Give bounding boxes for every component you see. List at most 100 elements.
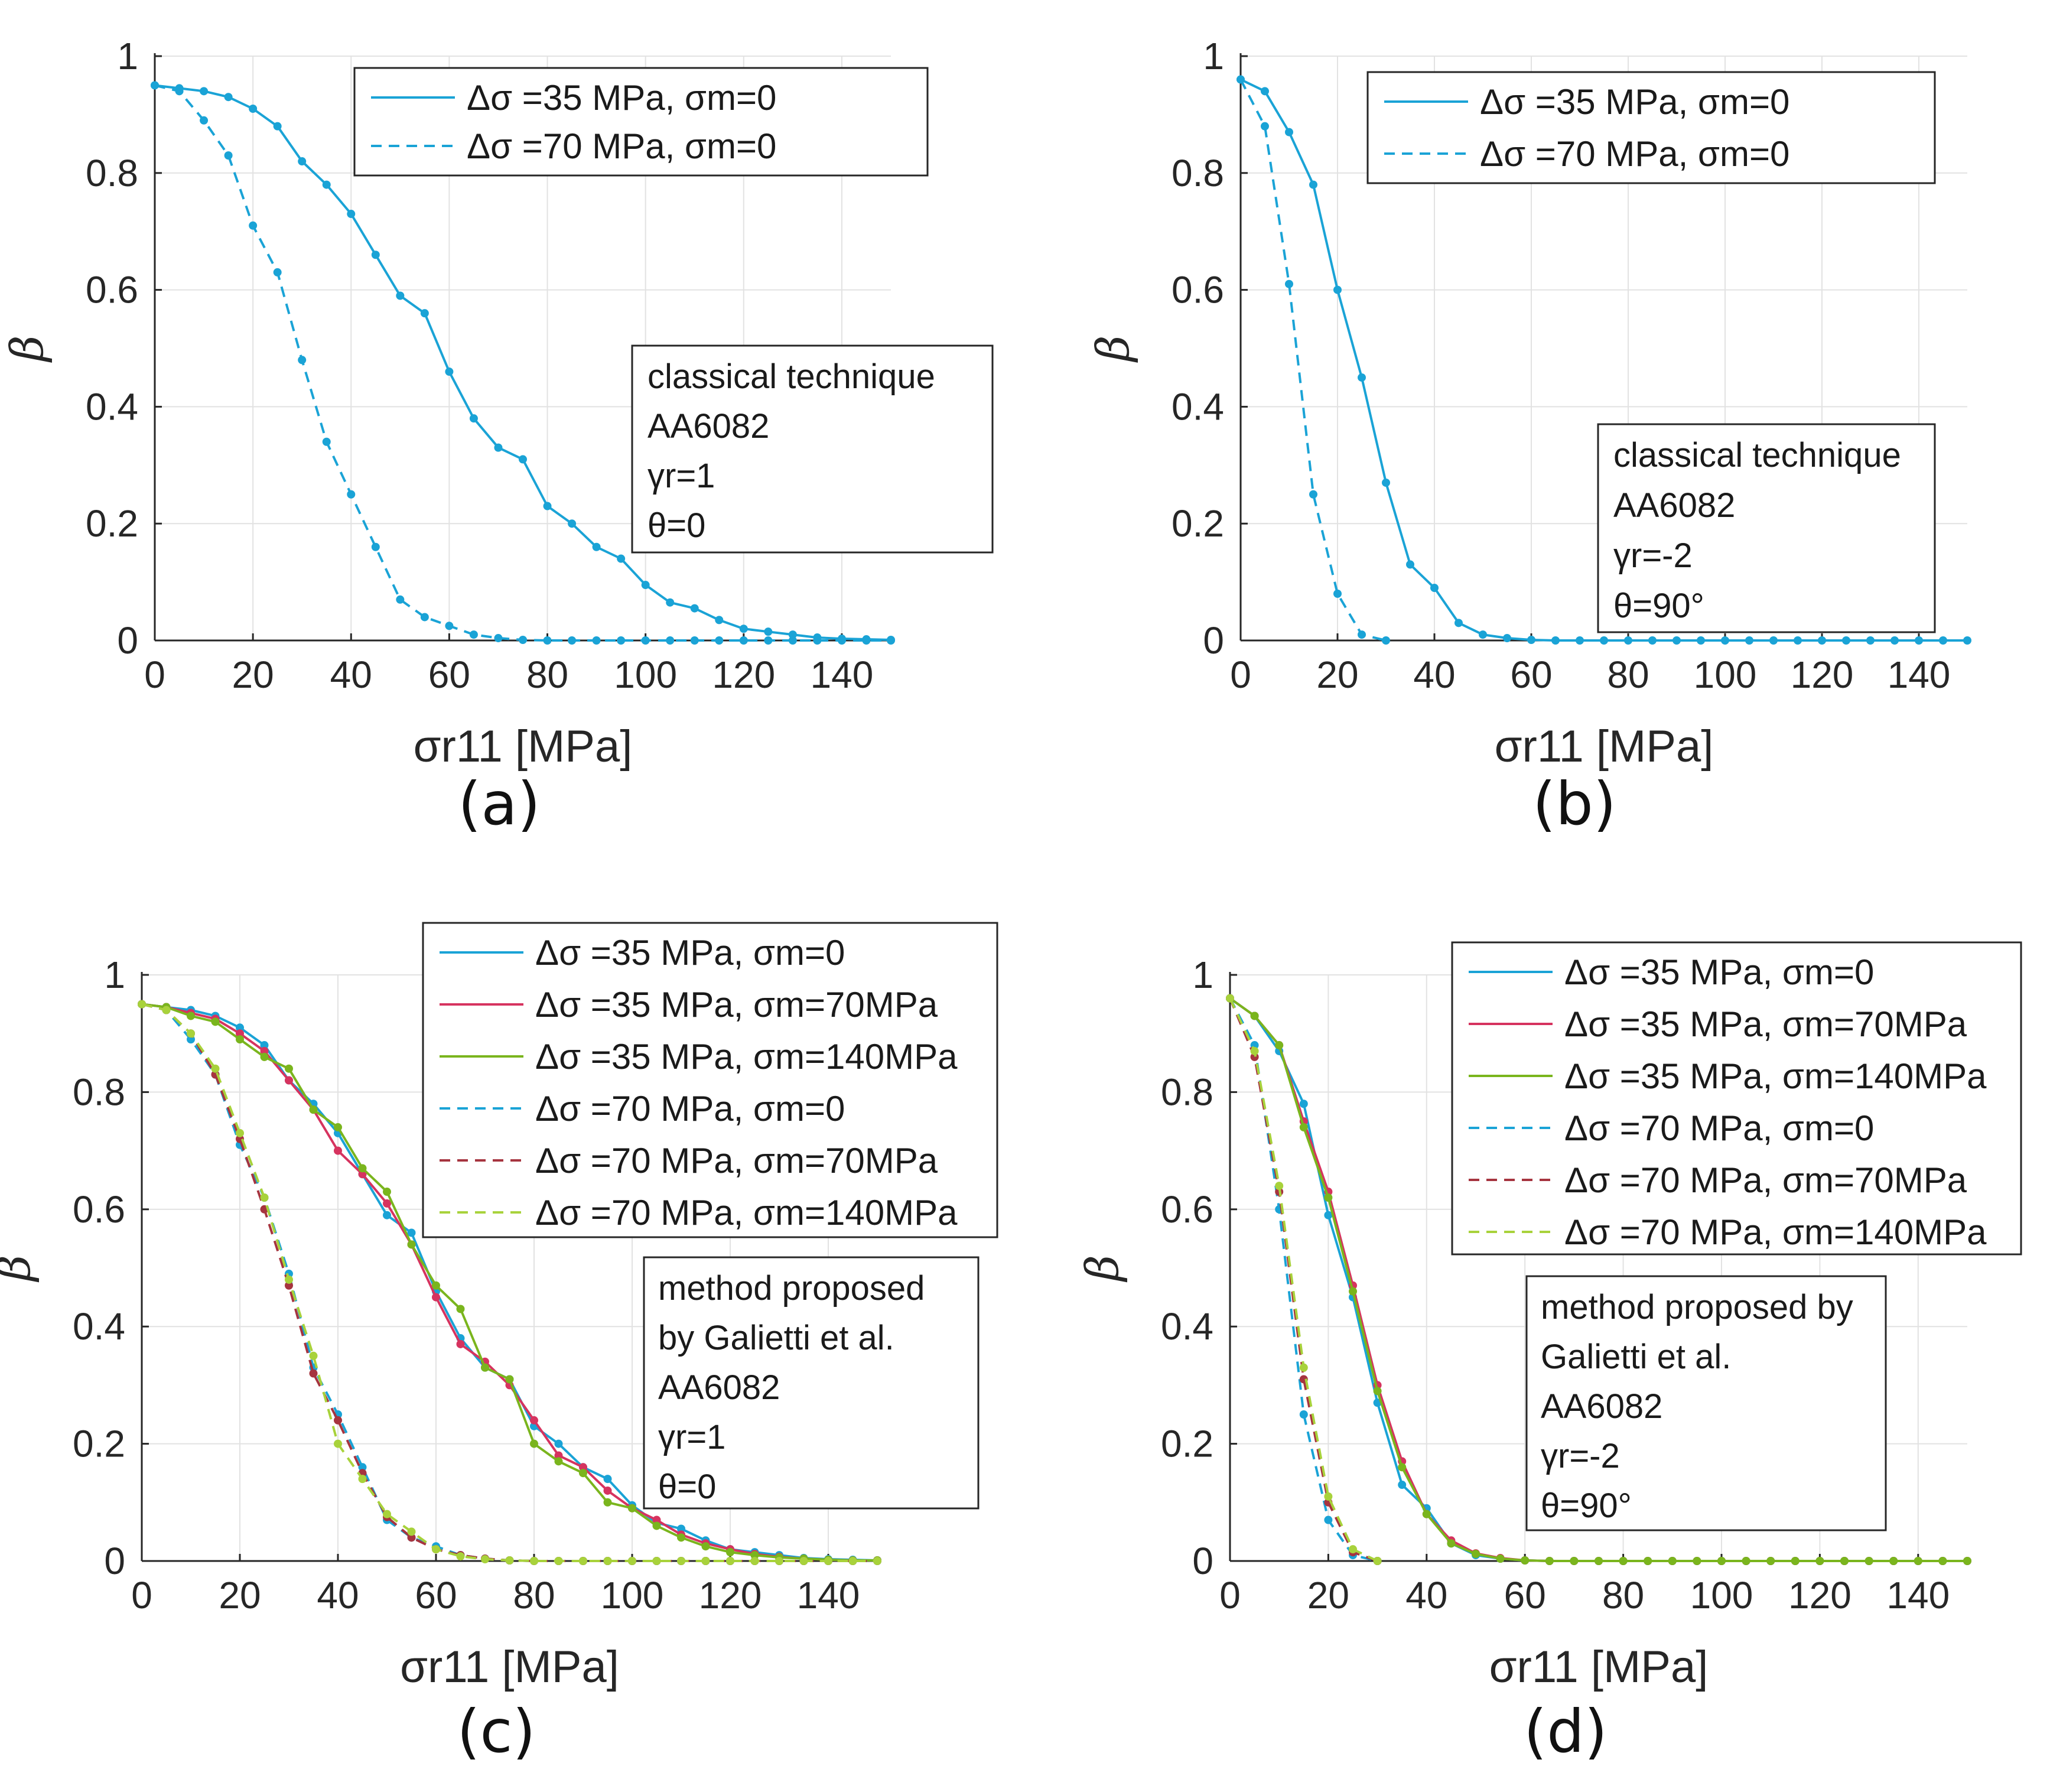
data-point [1938,1557,1947,1565]
data-point [1745,636,1753,645]
data-point [1527,636,1535,645]
data-point [481,1363,489,1372]
legend-entry: Δσ =70 MPa, σm=0 [467,126,776,166]
data-point [200,116,209,125]
legend-entry: Δσ =35 MPa, σm=0 [1480,82,1789,122]
data-point [726,1557,734,1565]
data-point [1794,636,1802,645]
data-point [887,636,895,645]
data-point [862,636,871,645]
data-point [715,616,724,625]
annotation-line: Galietti et al. [1541,1338,1731,1376]
data-point [175,87,184,96]
data-point [666,598,675,607]
data-point [358,1170,367,1179]
data-point [764,636,773,645]
data-point [579,1557,587,1565]
y-tick-label: 0 [104,1540,125,1582]
legend-entry: Δσ =70 MPa, σm=140MPa [535,1193,958,1232]
legend-box [1366,71,1936,184]
data-point [554,1439,563,1448]
annotation-line: AA6082 [1541,1387,1662,1426]
annotation-line: AA6082 [1613,486,1735,525]
data-point [1309,180,1317,189]
data-point [1576,636,1584,645]
y-axis-label: β [1086,336,1139,363]
y-tick-label: 1 [104,954,125,996]
annotation-frame [1525,1275,1887,1531]
data-point [677,1533,685,1542]
legend-entry: Δσ =70 MPa, σm=70MPa [1564,1160,1967,1200]
data-point [358,1463,367,1472]
series-6 [138,1000,881,1565]
data-point [1324,1492,1333,1501]
data-point [1333,589,1342,598]
data-point [1842,636,1850,645]
data-point [1324,1515,1333,1524]
data-point [1398,1481,1407,1489]
data-point [1226,994,1234,1003]
data-point [530,1416,538,1425]
legend-entry: Δσ =35 MPa, σm=140MPa [535,1037,958,1076]
data-point [260,1052,269,1061]
data-point [285,1076,293,1085]
legend-entry: Δσ =35 MPa, σm=70MPa [1564,1004,1967,1044]
data-point [666,636,675,645]
annotation-frame [1597,423,1936,633]
data-point [162,1006,171,1014]
data-point [677,1557,685,1565]
data-point [1358,630,1366,639]
x-tick-label: 60 [1504,1574,1546,1617]
data-point [1285,128,1293,136]
series-line [1229,997,1378,1562]
x-tick-label: 80 [526,653,568,696]
data-point [579,1463,587,1472]
x-tick-label: 140 [1886,1574,1950,1617]
annotation-box: method proposed by Galietti et al. AA6082 γ… [643,1256,980,1510]
data-point [1600,636,1608,645]
data-point [1963,1557,1971,1565]
data-point [1382,478,1390,487]
data-point [1570,1557,1579,1565]
data-point [236,1128,244,1137]
data-point [530,1557,538,1565]
data-point [285,1275,293,1284]
legend-entry: Δσ =70 MPa, σm=70MPa [535,1141,938,1180]
x-tick-label: 0 [131,1574,152,1617]
data-point [505,1375,514,1384]
y-tick-label: 0.6 [1161,1188,1213,1231]
panel-label: (c) [457,1697,535,1766]
data-point [151,81,159,90]
data-point [603,1486,612,1495]
y-tick-label: 0.4 [86,385,138,428]
data-point [1275,1041,1284,1050]
data-point [1447,1539,1456,1548]
data-point [690,636,699,645]
chart-panel-b: 0 20 40 60 80 100 120 140 0 0.2 0.4 0.6 0.8 1 σr11 [MP… [1086,35,1971,838]
data-point [396,595,405,604]
data-point [1324,1193,1333,1202]
legend: Δσ =35 MPa, σm=0 Δσ =35 MPa, σm=70MPa Δσ =… [422,922,998,1238]
data-point [298,356,307,365]
data-point [739,636,748,645]
data-point [322,180,331,189]
data-point [224,151,233,160]
data-point [701,1557,710,1565]
y-tick-label: 0 [1192,1540,1213,1582]
data-point [824,1557,832,1565]
data-point [1521,1556,1530,1565]
data-point [1309,490,1317,499]
data-point [799,1557,808,1565]
series-2 [1236,75,1390,645]
series-4 [1226,994,1382,1565]
x-tick-label: 140 [797,1574,860,1617]
x-tick-label: 0 [1219,1574,1241,1617]
data-point [407,1527,416,1536]
data-point [371,251,380,259]
data-point [1668,1557,1677,1565]
data-point [456,1305,465,1313]
data-point [481,1555,489,1564]
y-axis-label: β [1076,1255,1128,1283]
data-point [383,1199,391,1208]
y-tick-label: 0.6 [86,269,138,311]
